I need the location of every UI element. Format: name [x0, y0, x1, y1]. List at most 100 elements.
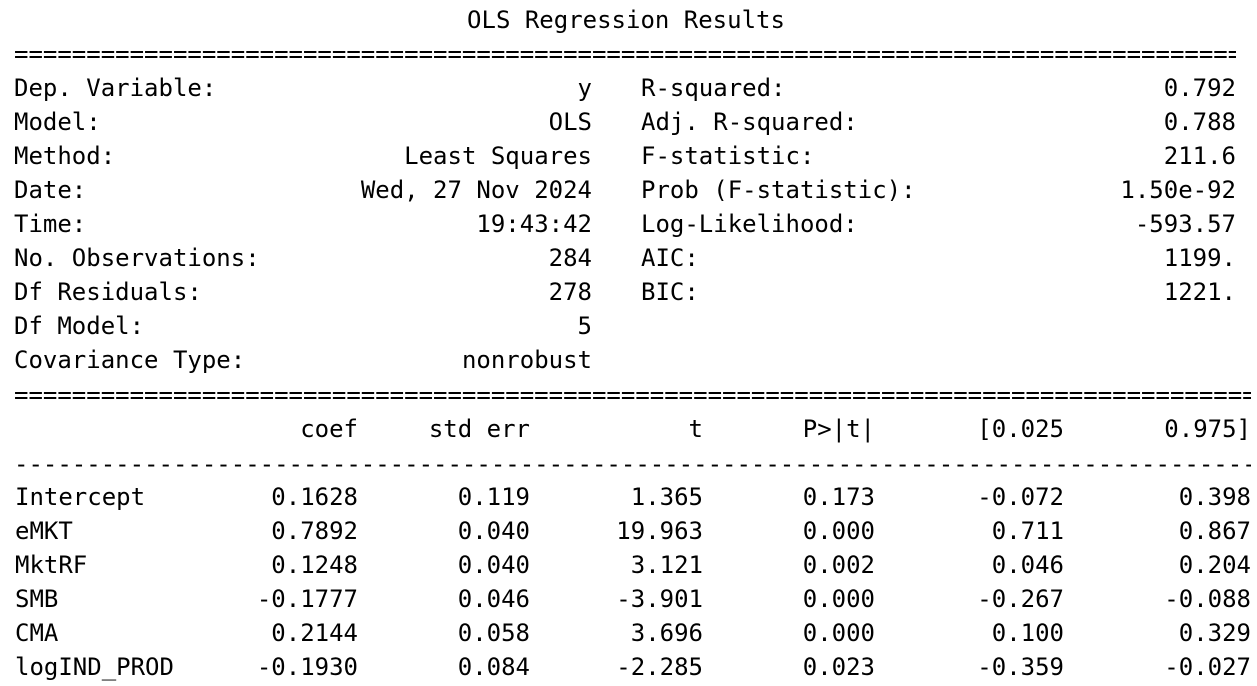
summary-label: Method:: [14, 142, 116, 170]
ci-upper-value: 0.398: [1178, 483, 1251, 511]
summary-label: Df Residuals:: [14, 278, 202, 306]
summary-label: F-statistic:: [641, 142, 815, 170]
table-row: MktRF 0.1248 0.040 3.121 0.002 0.046 0.2…: [0, 548, 1257, 582]
summary-value: 211.6: [1163, 142, 1236, 170]
table-row: Intercept 0.1628 0.119 1.365 0.173 -0.07…: [0, 480, 1257, 514]
table-row: CMA 0.2144 0.058 3.696 0.000 0.100 0.329: [0, 616, 1257, 650]
column-header-ci-upper: 0.975]: [1164, 415, 1251, 443]
summary-label: BIC:: [641, 278, 699, 306]
t-value: -3.901: [616, 585, 703, 613]
summary-row: Df Model: 5: [0, 309, 1257, 343]
std-err-value: 0.058: [457, 619, 530, 647]
summary-value: 278: [548, 278, 592, 306]
p-value: 0.000: [802, 619, 875, 647]
summary-value: 1221.: [1163, 278, 1236, 306]
summary-value: 1199.: [1163, 244, 1236, 272]
page-title: OLS Regression Results: [467, 6, 785, 34]
table-row: eMKT 0.7892 0.040 19.963 0.000 0.711 0.8…: [0, 514, 1257, 548]
summary-row: Time: 19:43:42 Log-Likelihood: -593.57: [0, 207, 1257, 241]
p-value: 0.173: [802, 483, 875, 511]
summary-value: 5: [577, 312, 592, 340]
std-err-value: 0.084: [457, 653, 530, 681]
variable-name: Intercept: [15, 483, 146, 511]
ci-lower-value: 0.711: [991, 517, 1064, 545]
p-value: 0.002: [802, 551, 875, 579]
ci-upper-value: 0.329: [1178, 619, 1251, 647]
t-value: 3.696: [630, 619, 703, 647]
summary-row: Covariance Type: nonrobust: [0, 343, 1257, 377]
summary-label: Log-Likelihood:: [641, 210, 858, 238]
double-rule-top: ========================================…: [14, 40, 1236, 68]
column-header-t: t: [688, 415, 703, 443]
table-row: SMB -0.1777 0.046 -3.901 0.000 -0.267 -0…: [0, 582, 1257, 616]
std-err-value: 0.046: [457, 585, 530, 613]
summary-value: 284: [548, 244, 592, 272]
summary-value: 1.50e-92: [1120, 176, 1236, 204]
variable-name: SMB: [15, 585, 59, 613]
coef-value: -0.1777: [256, 585, 358, 613]
model-summary: Dep. Variable: y R-squared: 0.792 Model:…: [0, 71, 1257, 377]
dashed-rule: ----------------------------------------…: [14, 450, 1251, 478]
ci-lower-value: -0.359: [977, 653, 1064, 681]
summary-value: -593.57: [1134, 210, 1236, 238]
summary-row: Model: OLS Adj. R-squared: 0.788: [0, 105, 1257, 139]
summary-value: Wed, 27 Nov 2024: [360, 176, 592, 204]
coef-value: -0.1930: [256, 653, 358, 681]
summary-label: AIC:: [641, 244, 699, 272]
t-value: -2.285: [616, 653, 703, 681]
double-rule-middle: ========================================…: [14, 381, 1251, 409]
variable-name: eMKT: [15, 517, 73, 545]
summary-value: nonrobust: [461, 346, 592, 374]
summary-value: 0.792: [1163, 74, 1236, 102]
summary-value: 19:43:42: [476, 210, 592, 238]
ci-lower-value: -0.072: [977, 483, 1064, 511]
column-header-coef: coef: [300, 415, 358, 443]
summary-row: Df Residuals: 278 BIC: 1221.: [0, 275, 1257, 309]
column-header-p-value: P>|t|: [802, 415, 875, 443]
ci-upper-value: 0.867: [1178, 517, 1251, 545]
column-header-std-err: std err: [428, 415, 530, 443]
summary-row: No. Observations: 284 AIC: 1199.: [0, 241, 1257, 275]
summary-label: Df Model:: [14, 312, 145, 340]
ci-upper-value: 0.204: [1178, 551, 1251, 579]
summary-row: Dep. Variable: y R-squared: 0.792: [0, 71, 1257, 105]
summary-label: Time:: [14, 210, 87, 238]
variable-name: CMA: [15, 619, 59, 647]
summary-label: Covariance Type:: [14, 346, 246, 374]
t-value: 19.963: [616, 517, 703, 545]
summary-value: 0.788: [1163, 108, 1236, 136]
coef-value: 0.1248: [271, 551, 358, 579]
std-err-value: 0.119: [457, 483, 530, 511]
summary-label: Prob (F-statistic):: [641, 176, 916, 204]
p-value: 0.000: [802, 585, 875, 613]
table-row: logIND_PROD -0.1930 0.084 -2.285 0.023 -…: [0, 650, 1257, 684]
coef-value: 0.7892: [271, 517, 358, 545]
coef-value: 0.2144: [271, 619, 358, 647]
coef-value: 0.1628: [271, 483, 358, 511]
summary-label: Model:: [14, 108, 101, 136]
t-value: 1.365: [630, 483, 703, 511]
coef-table-header: coef std err t P>|t| [0.025 0.975]: [0, 412, 1257, 446]
variable-name: logIND_PROD: [15, 653, 174, 681]
std-err-value: 0.040: [457, 517, 530, 545]
ci-upper-value: -0.027: [1164, 653, 1251, 681]
summary-row: Method: Least Squares F-statistic: 211.6: [0, 139, 1257, 173]
ci-upper-value: -0.088: [1164, 585, 1251, 613]
ci-lower-value: 0.100: [991, 619, 1064, 647]
t-value: 3.121: [630, 551, 703, 579]
summary-label: Dep. Variable:: [14, 74, 217, 102]
std-err-value: 0.040: [457, 551, 530, 579]
summary-row: Date: Wed, 27 Nov 2024 Prob (F-statistic…: [0, 173, 1257, 207]
column-header-ci-lower: [0.025: [977, 415, 1064, 443]
summary-value: Least Squares: [404, 142, 592, 170]
p-value: 0.000: [802, 517, 875, 545]
summary-label: R-squared:: [641, 74, 786, 102]
coef-table: Intercept 0.1628 0.119 1.365 0.173 -0.07…: [0, 480, 1257, 684]
summary-value: OLS: [548, 108, 592, 136]
summary-label: Adj. R-squared:: [641, 108, 858, 136]
p-value: 0.023: [802, 653, 875, 681]
summary-label: No. Observations:: [14, 244, 260, 272]
ci-lower-value: 0.046: [991, 551, 1064, 579]
summary-value: y: [577, 74, 592, 102]
summary-label: Date:: [14, 176, 87, 204]
